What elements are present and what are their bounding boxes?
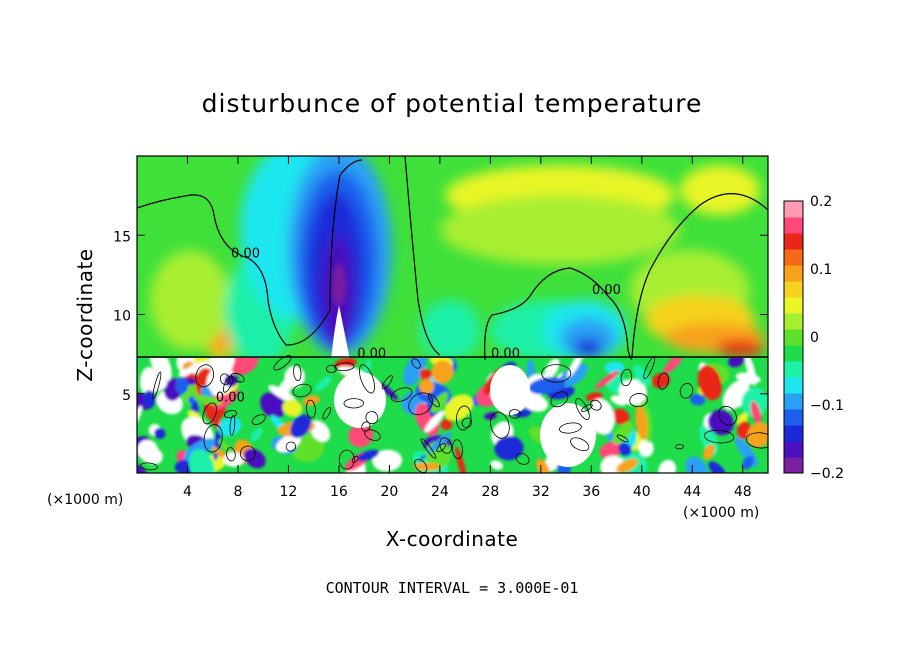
colorbar-tick-label: 0.2 <box>810 194 832 210</box>
colorbar-swatch <box>784 329 803 346</box>
cold-core <box>332 263 346 307</box>
colorbar-swatch <box>784 345 803 362</box>
y-tick-label: 15 <box>113 229 131 245</box>
temperature-field <box>137 156 768 473</box>
updraft-core <box>331 305 350 360</box>
x-tick-label: 4 <box>183 484 192 500</box>
y-axis-ticks: 5 10 15 <box>113 229 768 404</box>
colorbar-swatch <box>784 281 803 298</box>
chart-title: disturbunce of potential temperature <box>202 89 703 118</box>
colorbar-swatch <box>784 233 803 250</box>
colorbar-swatch <box>784 265 803 282</box>
colorbar-tick-label: −0.1 <box>810 398 844 414</box>
colorbar-swatch <box>784 377 803 394</box>
x-tick-label: 28 <box>481 484 499 500</box>
x-tick-label: 48 <box>734 484 752 500</box>
colorbar-ticks: −0.2 −0.1 0 0.1 0.2 <box>810 194 844 482</box>
contour-interval-note: CONTOUR INTERVAL = 3.000E-01 <box>326 579 579 597</box>
colorbar-swatch <box>784 201 803 218</box>
colorbar-swatch <box>784 297 803 314</box>
contour-label: 0.00 <box>491 346 520 361</box>
x-tick-label: 44 <box>683 484 701 500</box>
colorbar <box>783 200 804 474</box>
colorbar-tick-label: −0.2 <box>810 466 844 482</box>
colorbar-swatch <box>784 409 803 426</box>
x-tick-label: 40 <box>633 484 651 500</box>
colorbar-swatch <box>784 457 803 474</box>
colorbar-tick-label: 0.1 <box>810 262 832 278</box>
y-tick-label: 5 <box>122 388 131 404</box>
contour-lines <box>137 156 768 473</box>
x-tick-label: 16 <box>330 484 348 500</box>
contour-label: 0.00 <box>231 246 260 261</box>
x-tick-label: 32 <box>532 484 550 500</box>
colorbar-swatch <box>784 313 803 330</box>
colorbar-swatch <box>784 217 803 234</box>
colorbar-swatch <box>784 441 803 458</box>
contour-label: 0.00 <box>216 391 245 406</box>
colorbar-swatch <box>784 249 803 266</box>
colorbar-swatch <box>784 425 803 442</box>
x-tick-label: 12 <box>280 484 298 500</box>
x-axis-ticks: 4 8 12 16 20 24 28 32 36 40 44 48 <box>183 156 752 500</box>
x-tick-label: 8 <box>233 484 242 500</box>
colorbar-frame <box>783 200 804 474</box>
lower-layer <box>137 358 768 473</box>
x-axis-label: X-coordinate <box>386 527 519 551</box>
contour-label: 0.00 <box>592 283 621 298</box>
x-tick-label: 36 <box>582 484 600 500</box>
colorbar-tick-label: 0 <box>810 330 819 346</box>
y-axis-label: Z-coordinate <box>73 248 97 381</box>
x-unit-right: (×1000 m) <box>683 505 759 521</box>
colorbar-swatch <box>784 393 803 410</box>
x-tick-label: 20 <box>380 484 398 500</box>
x-unit-left: (×1000 m) <box>47 492 123 508</box>
colorbar-swatch <box>784 361 803 378</box>
x-tick-label: 24 <box>431 484 449 500</box>
contour-labels: 0.00 0.00 0.00 0.00 0.00 <box>216 246 621 405</box>
y-tick-label: 10 <box>113 309 131 325</box>
contour-label: 0.00 <box>357 346 386 361</box>
